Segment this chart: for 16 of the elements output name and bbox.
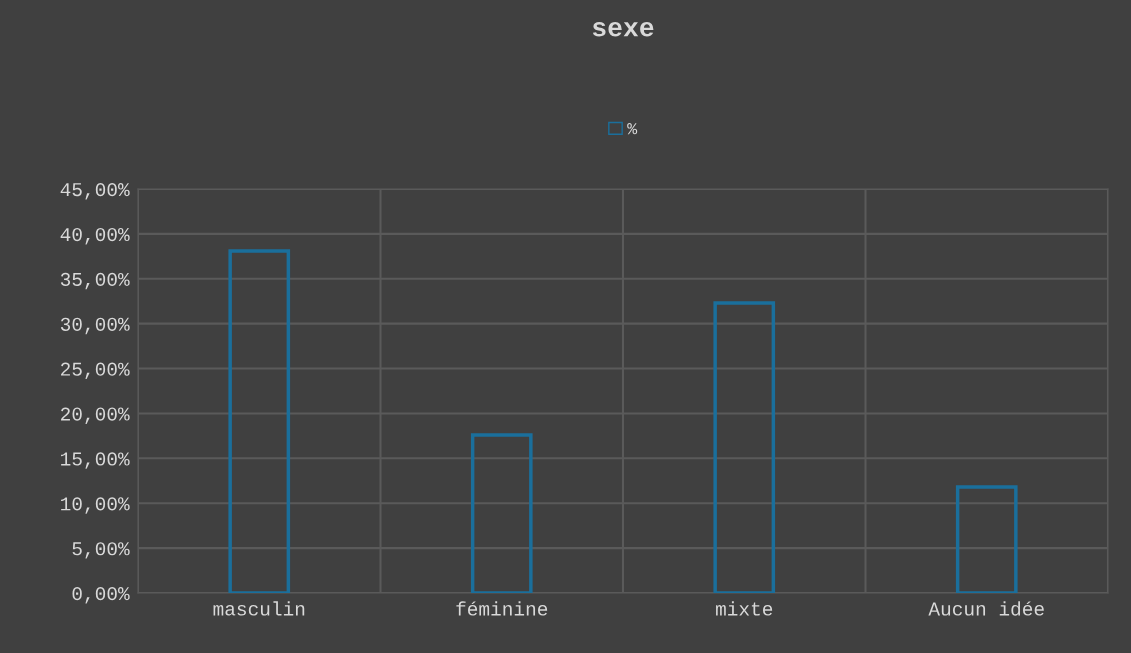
y-tick-label: 20,00% <box>61 407 130 424</box>
x-tick-label: mixte <box>716 601 773 616</box>
x-tick-label: Aucun idée <box>928 601 1044 616</box>
x-tick-label: masculin <box>213 601 305 616</box>
y-tick-label: 45,00% <box>60 183 130 200</box>
y-tick-label: 15,00% <box>61 452 130 469</box>
legend-label: % <box>627 123 638 135</box>
x-tick-label: féminine <box>456 601 548 616</box>
y-tick-label: 5,00% <box>72 542 130 559</box>
chart-title: sexe <box>592 22 654 37</box>
y-tick-label: 30,00% <box>60 317 130 335</box>
y-tick-label: 0,00% <box>72 587 130 604</box>
y-tick-label: 40,00% <box>60 227 130 245</box>
y-tick-label: 35,00% <box>60 272 130 290</box>
y-tick-label: 25,00% <box>61 362 130 380</box>
y-tick-label: 10,00% <box>61 497 130 514</box>
